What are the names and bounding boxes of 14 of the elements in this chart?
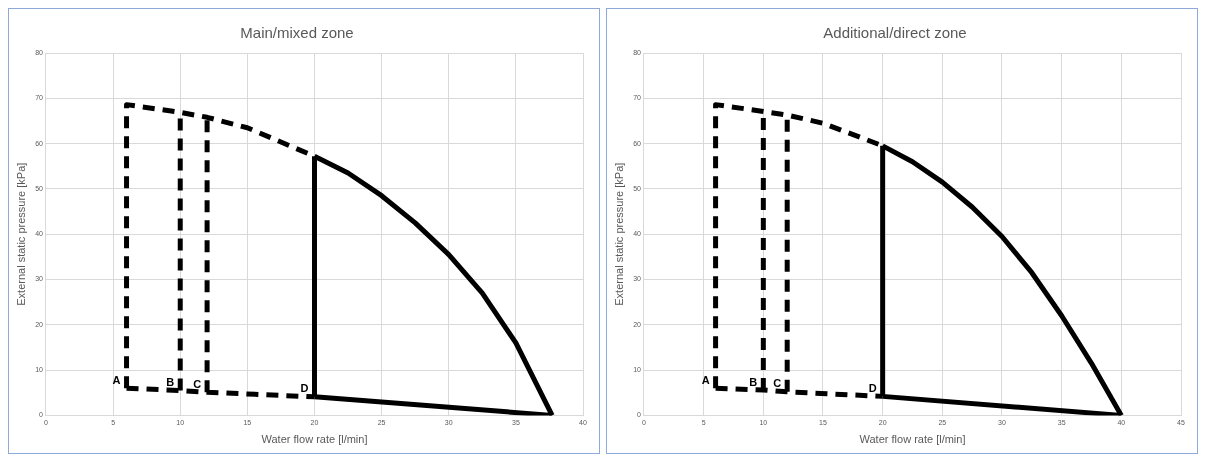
annotation: A: [701, 373, 710, 386]
annotation: D: [868, 381, 877, 394]
annotation: B: [749, 375, 758, 388]
annotation: B: [166, 376, 175, 389]
chart-title: Additional/direct zone: [823, 24, 967, 42]
x-axis-title: Water flow rate [l/min]: [859, 433, 966, 446]
annotation: C: [193, 377, 202, 390]
chart-title: Main/mixed zone: [240, 24, 354, 42]
annotation: D: [300, 382, 309, 395]
annotation: C: [773, 377, 782, 390]
y-axis-title: External static pressure [kPa]: [612, 162, 625, 306]
y-axis-title: External static pressure [kPa]: [14, 162, 27, 306]
x-axis-title: Water flow rate [l/min]: [261, 433, 368, 446]
annotation: A: [112, 373, 121, 386]
